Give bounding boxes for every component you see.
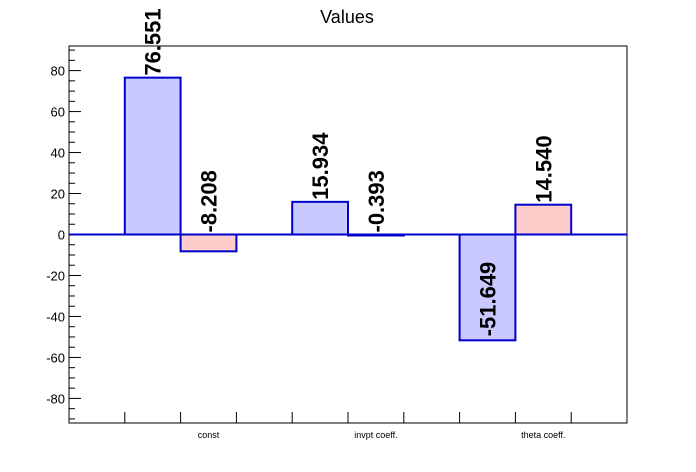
y-tick-label: 60 bbox=[51, 105, 65, 120]
y-tick-label: 40 bbox=[51, 146, 65, 161]
y-tick-label: -60 bbox=[46, 350, 65, 365]
data-label: 15.934 bbox=[308, 132, 333, 200]
data-label: -51.649 bbox=[476, 262, 501, 337]
data-label: 14.540 bbox=[531, 135, 556, 202]
chart-title: Values bbox=[320, 7, 374, 27]
plot-area: -80 -60 -40 -20 0 20 40 60 80 76.551 15.934 -51.649… bbox=[46, 8, 628, 440]
y-tick-label: 20 bbox=[51, 187, 65, 202]
data-label: -8.208 bbox=[197, 170, 222, 232]
x-category-label: theta coeff. bbox=[521, 430, 565, 440]
bar bbox=[291, 200, 350, 236]
y-tick-label: 80 bbox=[51, 64, 65, 79]
data-label: 76.551 bbox=[141, 8, 166, 75]
x-category-label: invpt coeff. bbox=[354, 430, 397, 440]
x-category-label: const bbox=[198, 430, 220, 440]
data-label: -0.393 bbox=[364, 170, 389, 232]
y-tick-label: -40 bbox=[46, 309, 65, 324]
bar bbox=[179, 233, 238, 253]
bar bbox=[123, 76, 182, 236]
bar bbox=[458, 233, 517, 342]
y-tick-label: -80 bbox=[46, 391, 65, 406]
y-tick-label: -20 bbox=[46, 268, 65, 283]
y-tick-label: 0 bbox=[58, 228, 65, 243]
bar bbox=[514, 203, 573, 236]
